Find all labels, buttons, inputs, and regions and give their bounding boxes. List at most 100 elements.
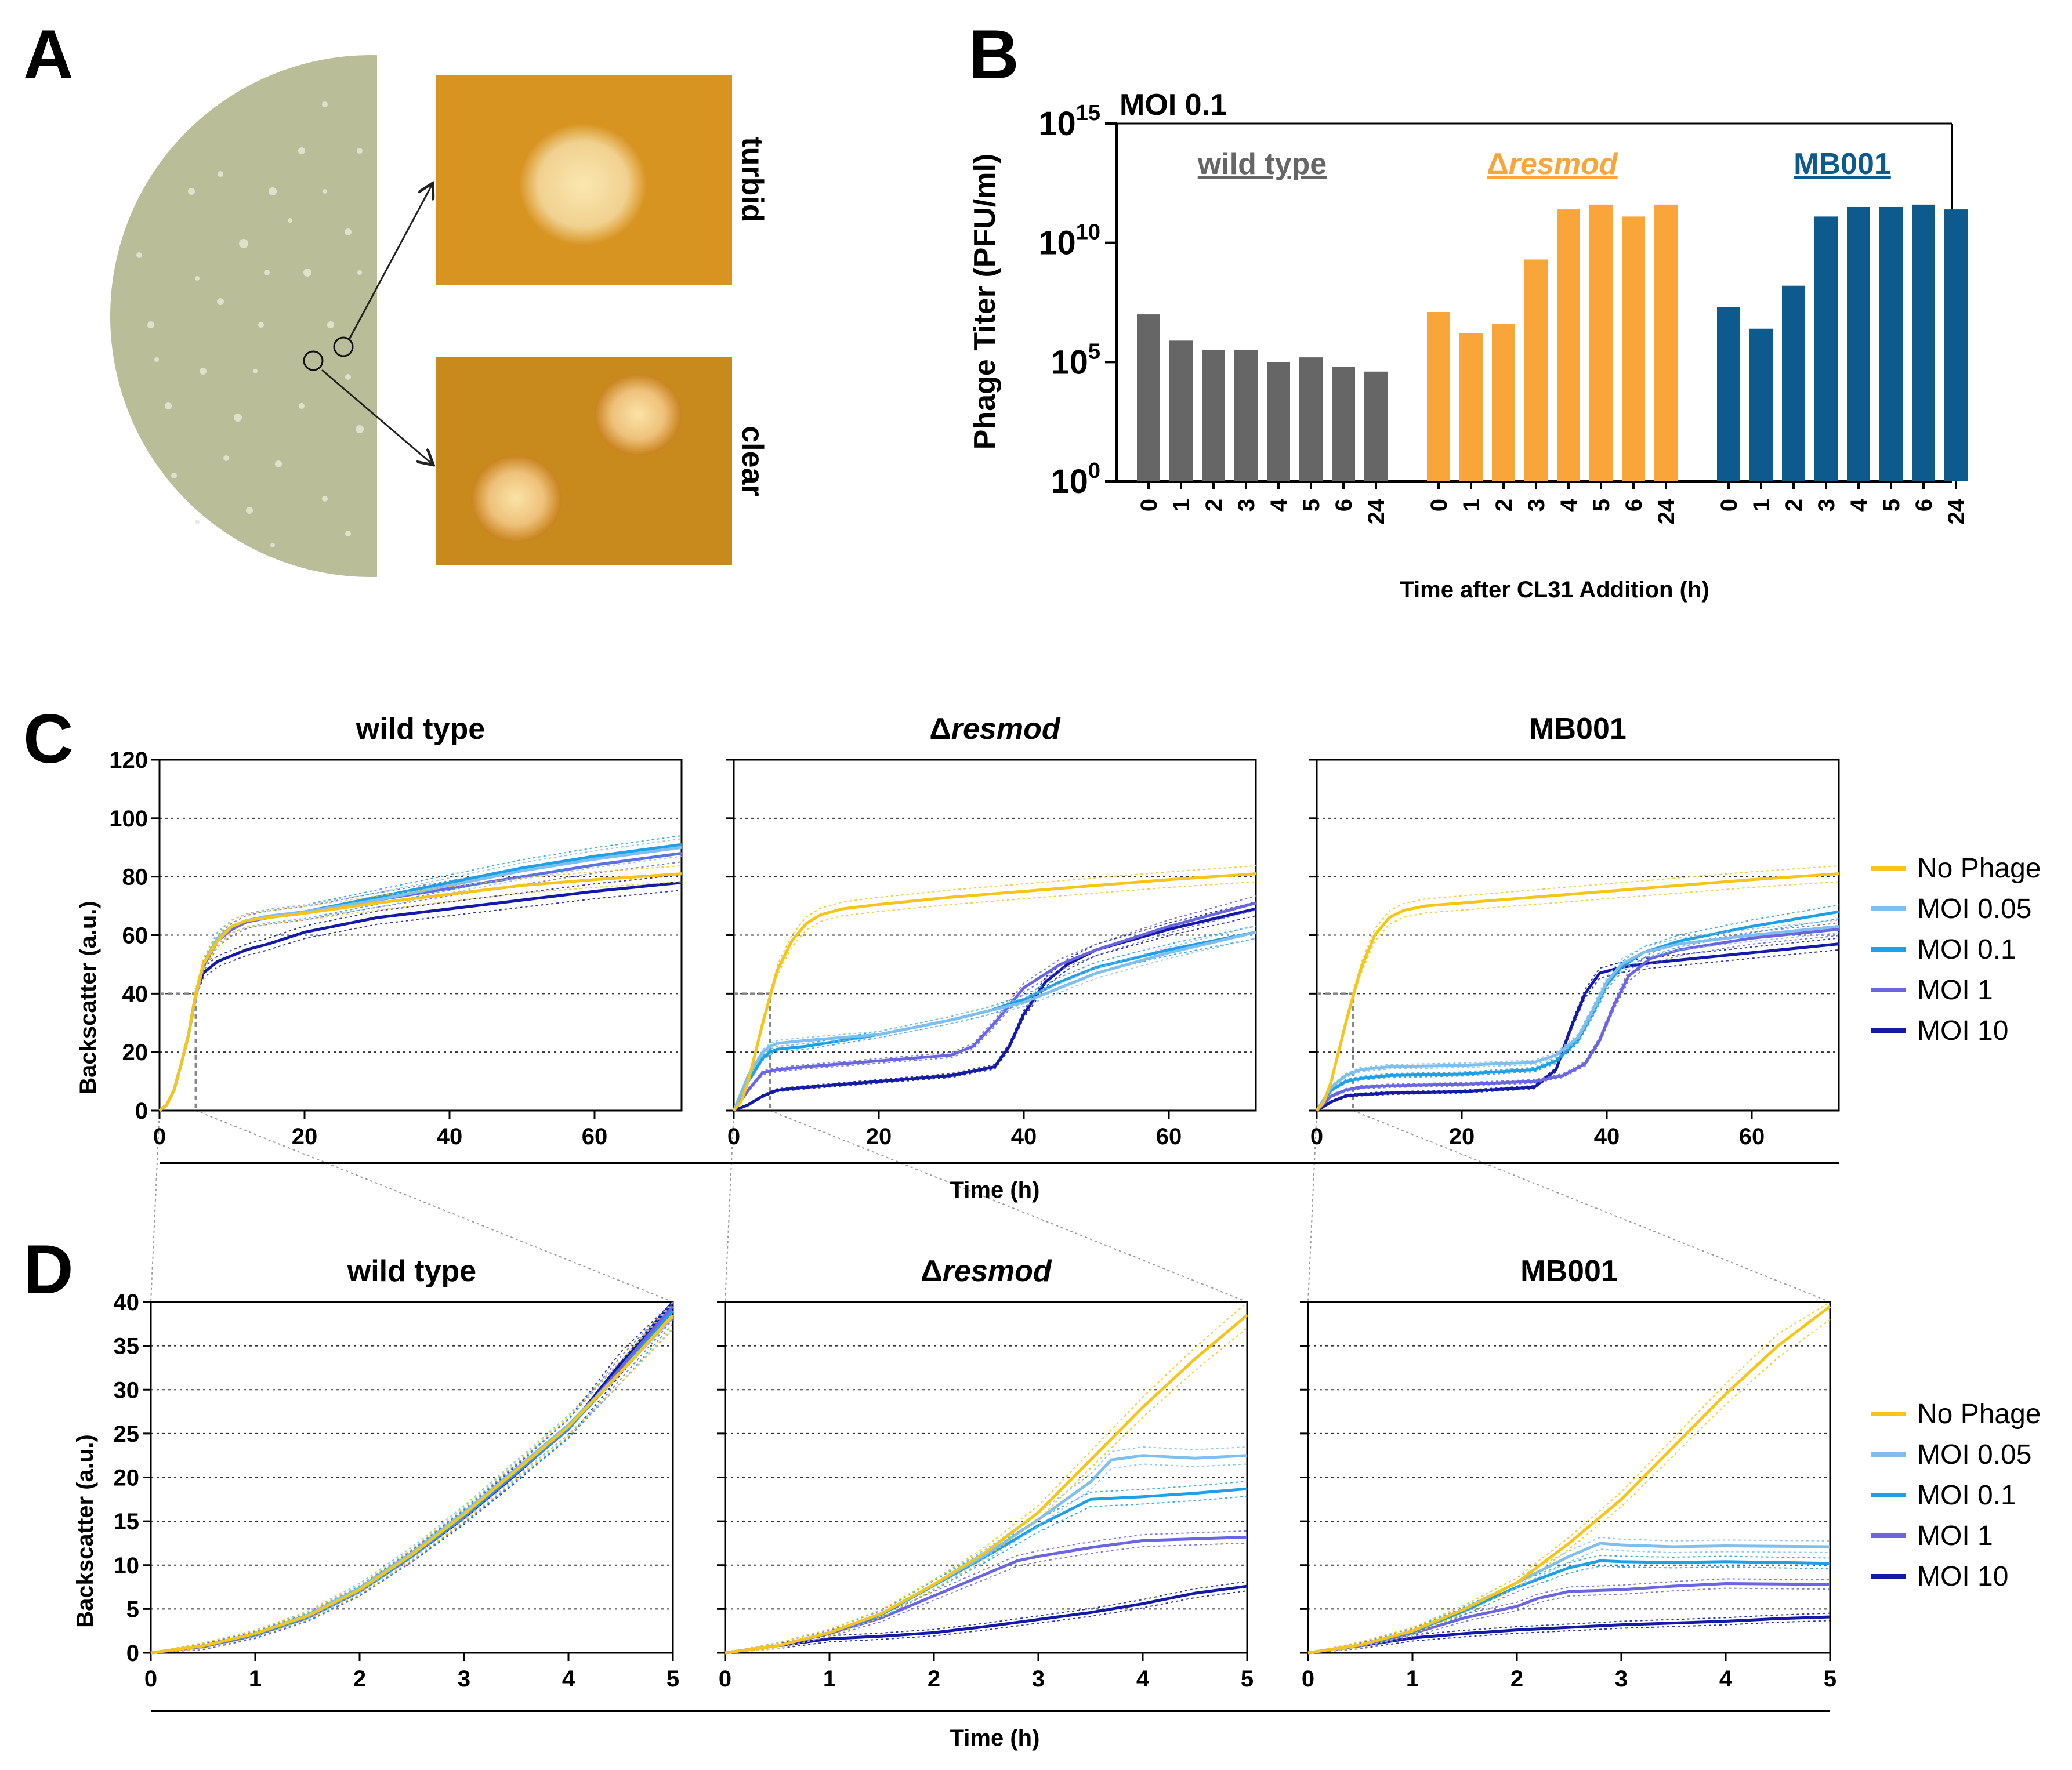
b-y-tick-base: 10 <box>1051 343 1088 381</box>
b-group-label: MB001 <box>1794 147 1891 181</box>
plate-plaque <box>323 189 327 194</box>
c-series-line <box>1316 927 1839 1112</box>
b-bar <box>1202 350 1225 481</box>
legend-label: No Phage <box>1917 853 2041 884</box>
c-y-tick-label: 80 <box>122 865 148 890</box>
zoom-connector-left <box>725 1110 734 1303</box>
b-x-tick-label: 1 <box>1459 499 1484 512</box>
d-series-error-upper <box>150 1302 673 1653</box>
agar-plate <box>110 55 377 577</box>
c-x-tick-label: 60 <box>582 1124 608 1149</box>
clear-plaque-2 <box>471 455 562 542</box>
d-series-line <box>1307 1615 1831 1655</box>
d-series-error-lower <box>150 1319 673 1653</box>
b-x-tick-label: 0 <box>1426 499 1452 512</box>
zoom-connector-left <box>1307 1110 1317 1303</box>
panel-letter-c: C <box>23 700 74 778</box>
c-series-line <box>158 881 682 1112</box>
d-series-error-lower <box>1307 1587 1831 1653</box>
plate-plaque <box>223 455 229 461</box>
d-series-line <box>725 1584 1248 1655</box>
plate-plaque <box>234 414 242 422</box>
d-y-tick-label: 15 <box>114 1509 140 1535</box>
c-x-tick-label: 40 <box>1594 1124 1620 1149</box>
b-bar <box>1137 314 1160 481</box>
b-bar <box>1782 285 1805 481</box>
c-series-line <box>158 843 682 1112</box>
c-x-tick-label: 0 <box>153 1124 166 1149</box>
panel-b: MOI 0.1 Phage Titer (PFU/ml) 10010510101… <box>968 88 1969 603</box>
d-x-tick-label: 0 <box>719 1666 731 1692</box>
legend-label: MOI 0.1 <box>1917 1480 2016 1511</box>
plate-plaque <box>275 460 282 467</box>
b-y-tick-label: 1010 <box>1038 220 1100 262</box>
c-series-error-upper <box>733 925 1256 1111</box>
d-series-error-lower <box>725 1463 1248 1653</box>
d-subplot: wild type 0 5 10 15 20 25 30 35 40 0 1 2 3 4 5 <box>114 1254 680 1692</box>
c-series-error-upper <box>733 865 1256 1111</box>
b-x-tick-label: 2 <box>1201 499 1227 512</box>
c-y-tick-label: 0 <box>135 1098 148 1124</box>
c-series-error-lower <box>733 938 1256 1111</box>
d-series-line <box>150 1310 674 1655</box>
b-bar <box>1622 216 1645 481</box>
c-series-error-lower <box>733 909 1256 1111</box>
plate-plaque <box>258 322 264 328</box>
panel-d-xlabel: Time (h) <box>950 1725 1040 1751</box>
zoom-connector-right <box>1353 1110 1831 1303</box>
d-subplot-title: wild type <box>347 1254 476 1288</box>
d-y-tick-label: 10 <box>114 1553 140 1579</box>
d-x-tick-label: 3 <box>1615 1666 1628 1692</box>
c-series-error-upper <box>733 925 1256 1111</box>
plate-plaque <box>195 276 200 281</box>
panel-letter-d: D <box>23 1231 74 1308</box>
d-subplot-title: Δresmod <box>921 1254 1052 1288</box>
plate-plaque <box>288 218 292 223</box>
d-series-error-lower <box>1307 1565 1831 1653</box>
d-series-error-upper <box>725 1301 1248 1653</box>
d-series-error-lower <box>150 1328 673 1653</box>
d-series-error-upper <box>1307 1612 1831 1653</box>
plate-plaque <box>356 425 364 433</box>
b-bar <box>1299 357 1323 481</box>
panel-a: turbid clear <box>110 55 769 577</box>
c-x-tick-label: 20 <box>1449 1124 1475 1149</box>
agar-plate-disc <box>110 55 377 577</box>
b-bar <box>1879 206 1903 481</box>
selection-circle-turbid <box>333 336 354 357</box>
b-x-tick-label: 3 <box>1524 499 1549 512</box>
d-series-error-lower <box>1307 1548 1831 1653</box>
b-x-tick-label: 5 <box>1589 499 1614 512</box>
c-subplot-title: MB001 <box>1529 712 1627 746</box>
plate-plaque <box>264 270 270 275</box>
b-bar <box>1847 206 1870 481</box>
c-series-error-lower <box>159 881 682 1111</box>
b-bar <box>1944 209 1968 481</box>
c-y-tick-label: 100 <box>109 806 148 832</box>
b-x-tick-label: 6 <box>1621 499 1647 512</box>
c-subplot-title: Δresmod <box>929 712 1060 746</box>
plate-plaque <box>136 252 142 258</box>
b-x-tick-label: 5 <box>1879 499 1904 512</box>
c-subplot: MB001 0 20 40 60 <box>1309 712 1840 1149</box>
d-subplot-title-prefix: Δ <box>921 1254 942 1288</box>
c-series-line <box>158 872 682 1112</box>
b-y-tick-exp: 0 <box>1088 459 1100 483</box>
plate-plaque <box>345 531 351 536</box>
b-y-tick-exp: 10 <box>1076 220 1100 245</box>
c-series-error-lower <box>1316 935 1839 1111</box>
c-series-error-upper <box>159 865 682 1111</box>
plate-plaque <box>322 496 328 502</box>
d-series-error-lower <box>150 1329 673 1653</box>
d-y-tick-label: 40 <box>114 1290 140 1315</box>
b-x-tick-label: 6 <box>1331 499 1357 512</box>
plate-plaque <box>270 543 275 547</box>
zoom-connector-left <box>150 1110 160 1303</box>
d-series-line <box>150 1314 674 1655</box>
b-x-tick-label: 5 <box>1299 499 1324 512</box>
c-series-error-lower <box>1316 932 1839 1111</box>
c-x-tick-label: 40 <box>437 1124 463 1149</box>
plate-plaque <box>357 148 363 154</box>
d-series-line <box>725 1314 1248 1655</box>
